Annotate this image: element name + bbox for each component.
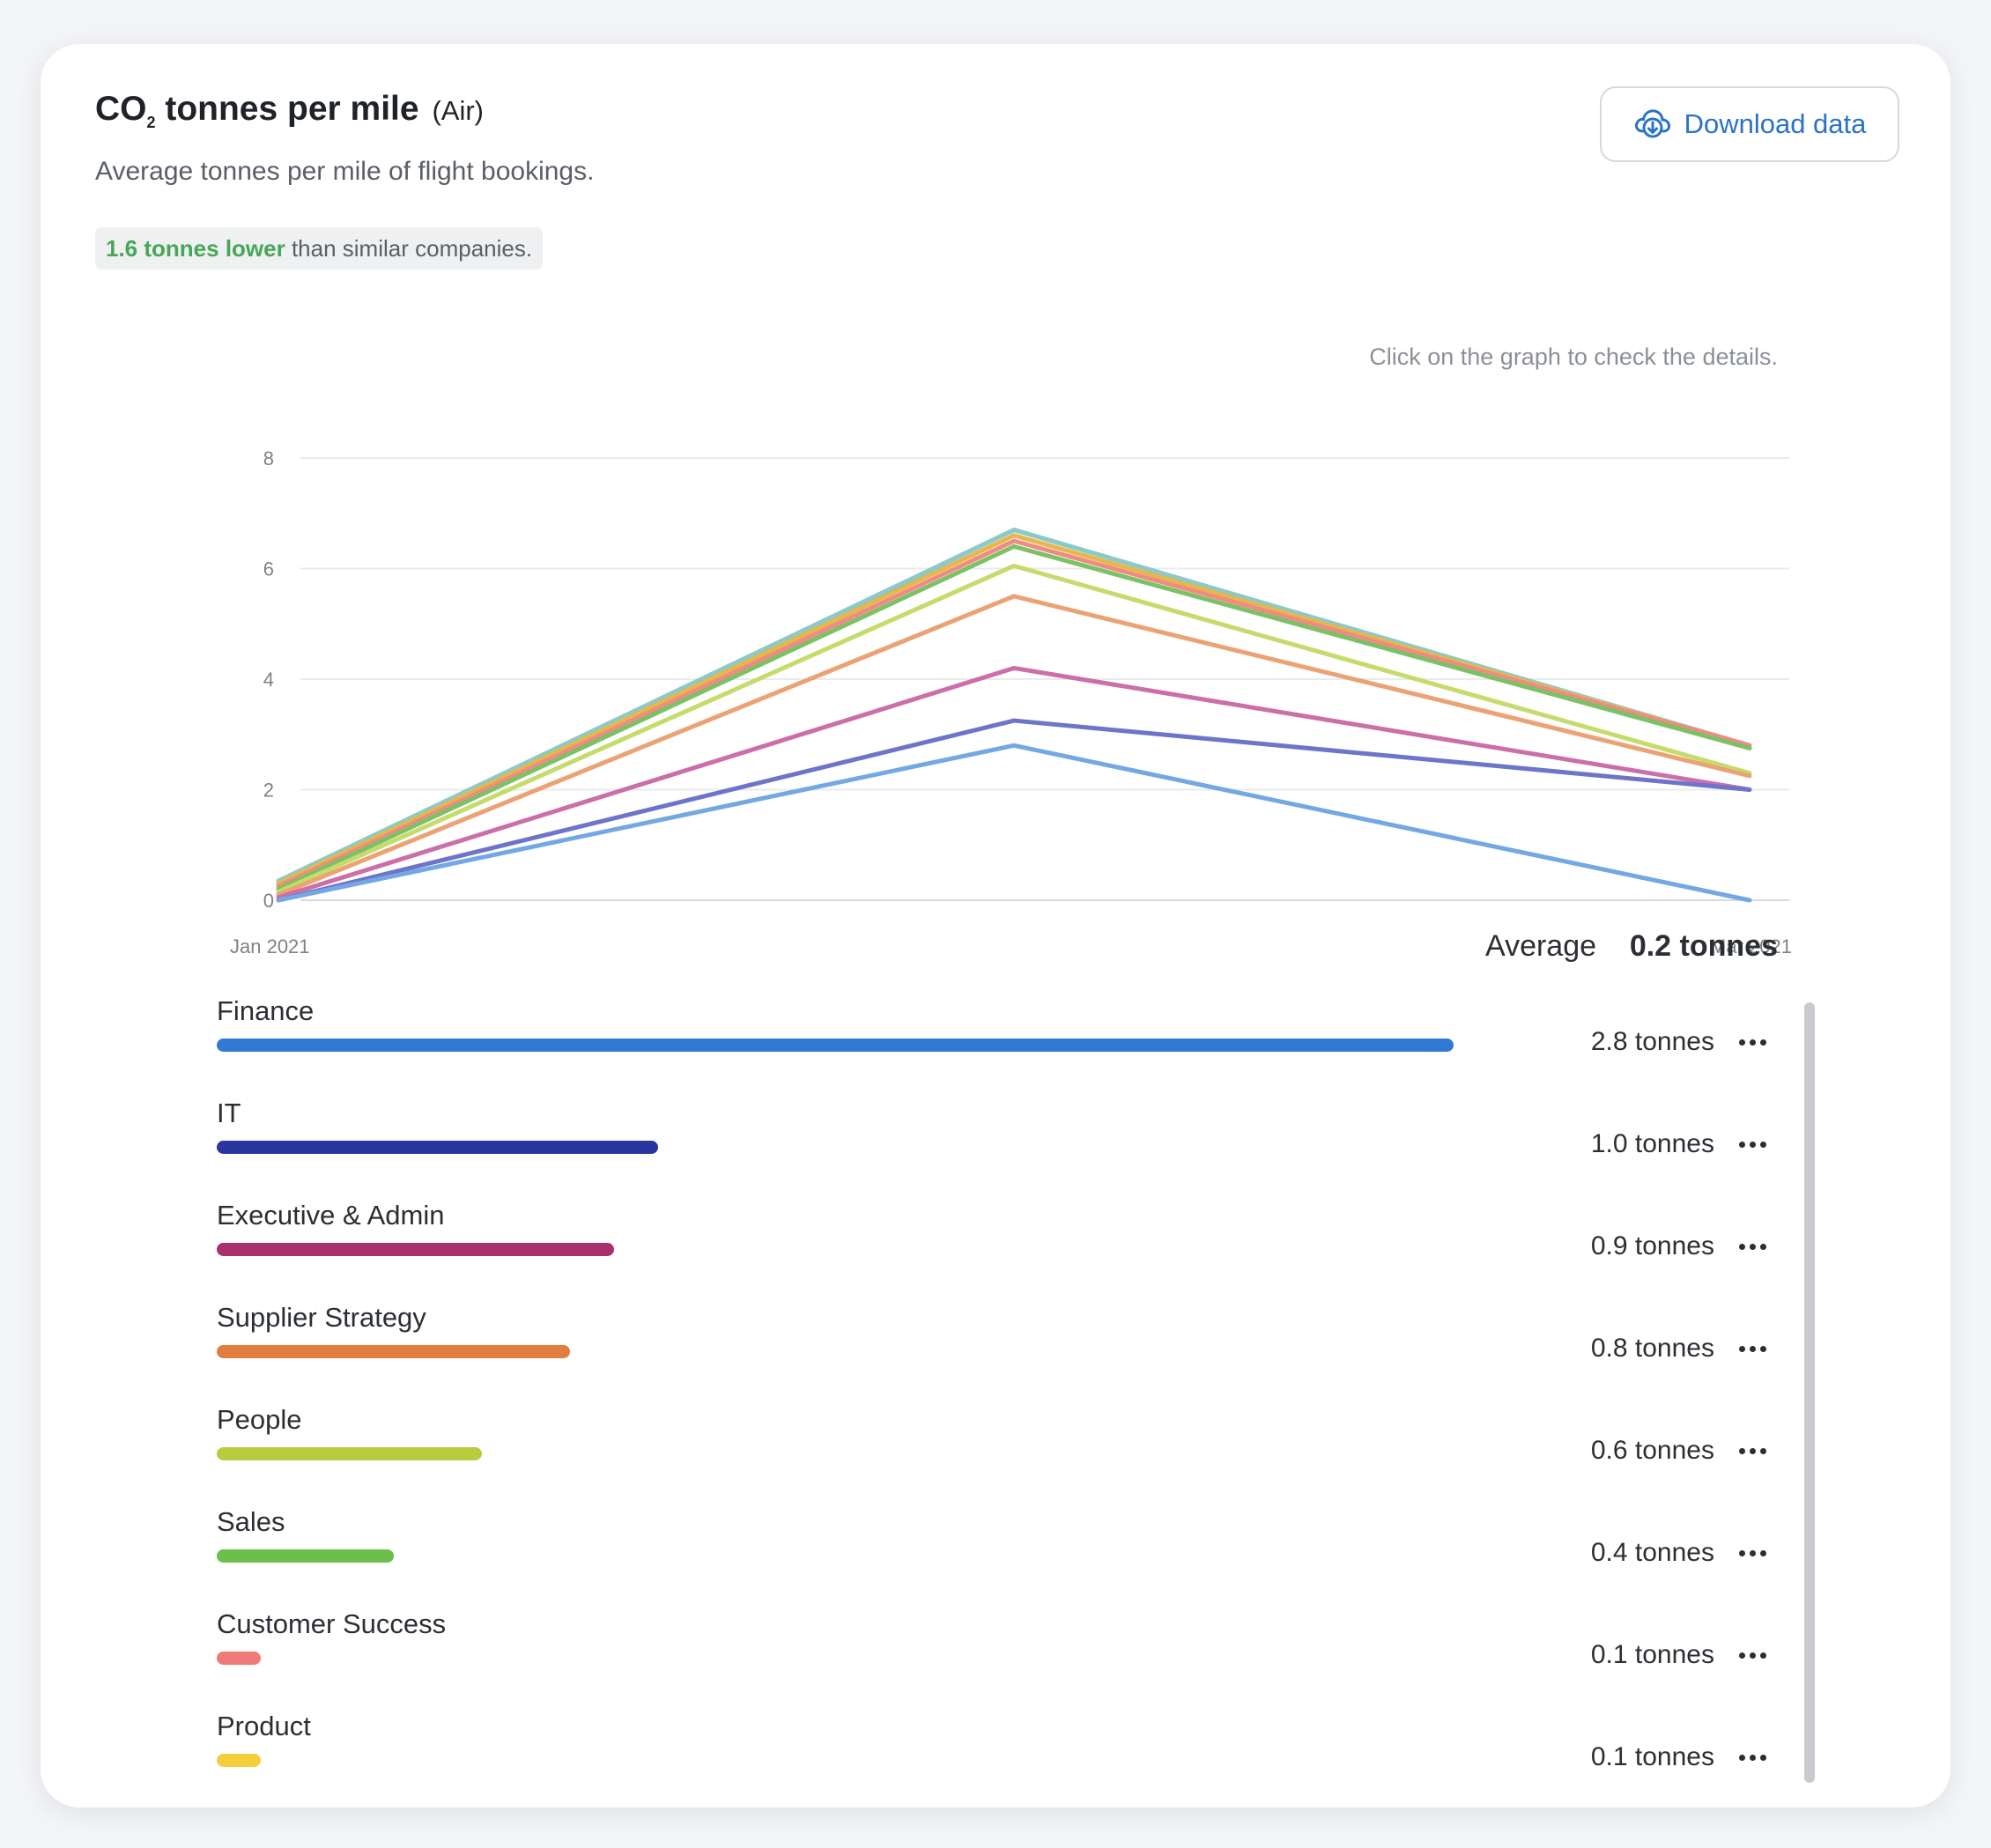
department-name: IT — [217, 1098, 241, 1128]
department-value: 1.0 tonnes — [1590, 1129, 1714, 1158]
more-options-icon[interactable] — [1730, 1534, 1774, 1570]
more-options-icon[interactable] — [1730, 1637, 1774, 1672]
department-bar — [217, 1754, 262, 1767]
card-title: CO2 tonnes per mile (Air) — [95, 90, 484, 132]
y-axis-ticks: 0 2 4 6 8 — [263, 447, 274, 912]
y-tick-label: 8 — [263, 447, 274, 469]
department-value: 0.6 tonnes — [1590, 1436, 1714, 1465]
more-options-icon[interactable] — [1730, 1432, 1774, 1467]
more-options-icon[interactable] — [1730, 1126, 1774, 1161]
series-line[interactable] — [276, 665, 1752, 900]
series-line[interactable] — [276, 718, 1752, 903]
series-line[interactable] — [276, 538, 1752, 889]
y-tick-label: 6 — [263, 558, 274, 580]
chart-hint: Click on the graph to check the details. — [1369, 344, 1778, 370]
department-bar — [217, 1141, 659, 1154]
department-name: Supplier Strategy — [217, 1302, 426, 1333]
department-name: People — [217, 1404, 302, 1435]
department-name: Customer Success — [217, 1608, 447, 1639]
more-options-icon[interactable] — [1730, 1739, 1774, 1774]
card-subtitle: Average tonnes per mile of flight bookin… — [95, 157, 595, 186]
department-value: 2.8 tonnes — [1590, 1027, 1714, 1056]
department-row[interactable]: Executive & Admin 0.9 tonnes — [41, 1200, 1950, 1302]
title-co: CO — [95, 90, 147, 128]
department-name: Product — [217, 1711, 311, 1741]
y-tick-label: 0 — [263, 890, 274, 912]
more-options-icon[interactable] — [1730, 1024, 1774, 1059]
department-bar — [217, 1243, 615, 1256]
department-bar — [217, 1039, 1454, 1052]
department-row[interactable]: IT 1.0 tonnes — [41, 1098, 1950, 1200]
x-tick-label: Mar 2021 — [1710, 935, 1792, 957]
download-data-label: Download data — [1684, 108, 1867, 139]
department-row[interactable]: Sales 0.4 tonnes — [41, 1506, 1950, 1608]
title-rest: tonnes per mile — [155, 90, 419, 128]
x-axis-ticks: Jan 2021 Mar 2021 — [230, 935, 1792, 957]
series-line[interactable] — [276, 743, 1752, 903]
y-tick-label: 4 — [263, 669, 274, 691]
scrollbar-thumb[interactable] — [1804, 1002, 1815, 1783]
department-bar — [217, 1652, 262, 1665]
more-options-icon[interactable] — [1730, 1228, 1774, 1263]
department-name: Finance — [217, 995, 315, 1026]
department-row[interactable]: Supplier Strategy 0.8 tonnes — [41, 1302, 1950, 1404]
department-value: 0.9 tonnes — [1590, 1231, 1714, 1260]
title-qualifier: (Air) — [432, 95, 484, 126]
department-value: 0.1 tonnes — [1590, 1640, 1714, 1669]
department-list: Finance 2.8 tonnes IT 1.0 tonnes Executive &… — [41, 995, 1950, 1807]
x-tick-label: Jan 2021 — [230, 935, 310, 957]
department-row[interactable]: Product 0.1 tonnes — [41, 1711, 1950, 1807]
comparison-text: than similar companies. — [285, 235, 533, 262]
cloud-download-icon — [1633, 105, 1672, 144]
download-data-button[interactable]: Download data — [1600, 86, 1899, 162]
more-options-icon[interactable] — [1730, 1330, 1774, 1365]
department-bar — [217, 1345, 571, 1358]
department-value: 0.8 tonnes — [1590, 1334, 1714, 1363]
department-list-scrollbar[interactable] — [1804, 1002, 1815, 1783]
comparison-highlight: 1.6 tonnes lower — [106, 235, 285, 262]
department-name: Executive & Admin — [217, 1200, 445, 1231]
title-subscript: 2 — [146, 113, 156, 131]
series-line[interactable] — [276, 563, 1752, 895]
comparison-badge: 1.6 tonnes lower than similar companies. — [95, 227, 544, 270]
department-value: 0.4 tonnes — [1590, 1538, 1714, 1567]
average-value: 0.2 tonnes — [1629, 929, 1778, 963]
emissions-card: CO2 tonnes per mile (Air) Average tonnes… — [41, 44, 1950, 1807]
department-bar — [217, 1447, 482, 1460]
department-row[interactable]: Customer Success 0.1 tonnes — [41, 1608, 1950, 1711]
department-value: 0.1 tonnes — [1590, 1742, 1714, 1771]
chart-grid — [300, 457, 1789, 901]
department-row[interactable]: People 0.6 tonnes — [41, 1404, 1950, 1506]
chart-lines[interactable] — [276, 528, 1752, 903]
average-label: Average — [1485, 929, 1597, 963]
department-row[interactable]: Finance 2.8 tonnes — [41, 995, 1950, 1098]
series-line[interactable] — [276, 594, 1752, 898]
department-bar — [217, 1549, 394, 1563]
department-name: Sales — [217, 1506, 285, 1537]
series-line[interactable] — [276, 543, 1752, 891]
y-tick-label: 2 — [263, 780, 274, 802]
line-chart[interactable]: 0 2 4 6 8 Jan 2021 Mar 2021 — [41, 396, 1950, 978]
